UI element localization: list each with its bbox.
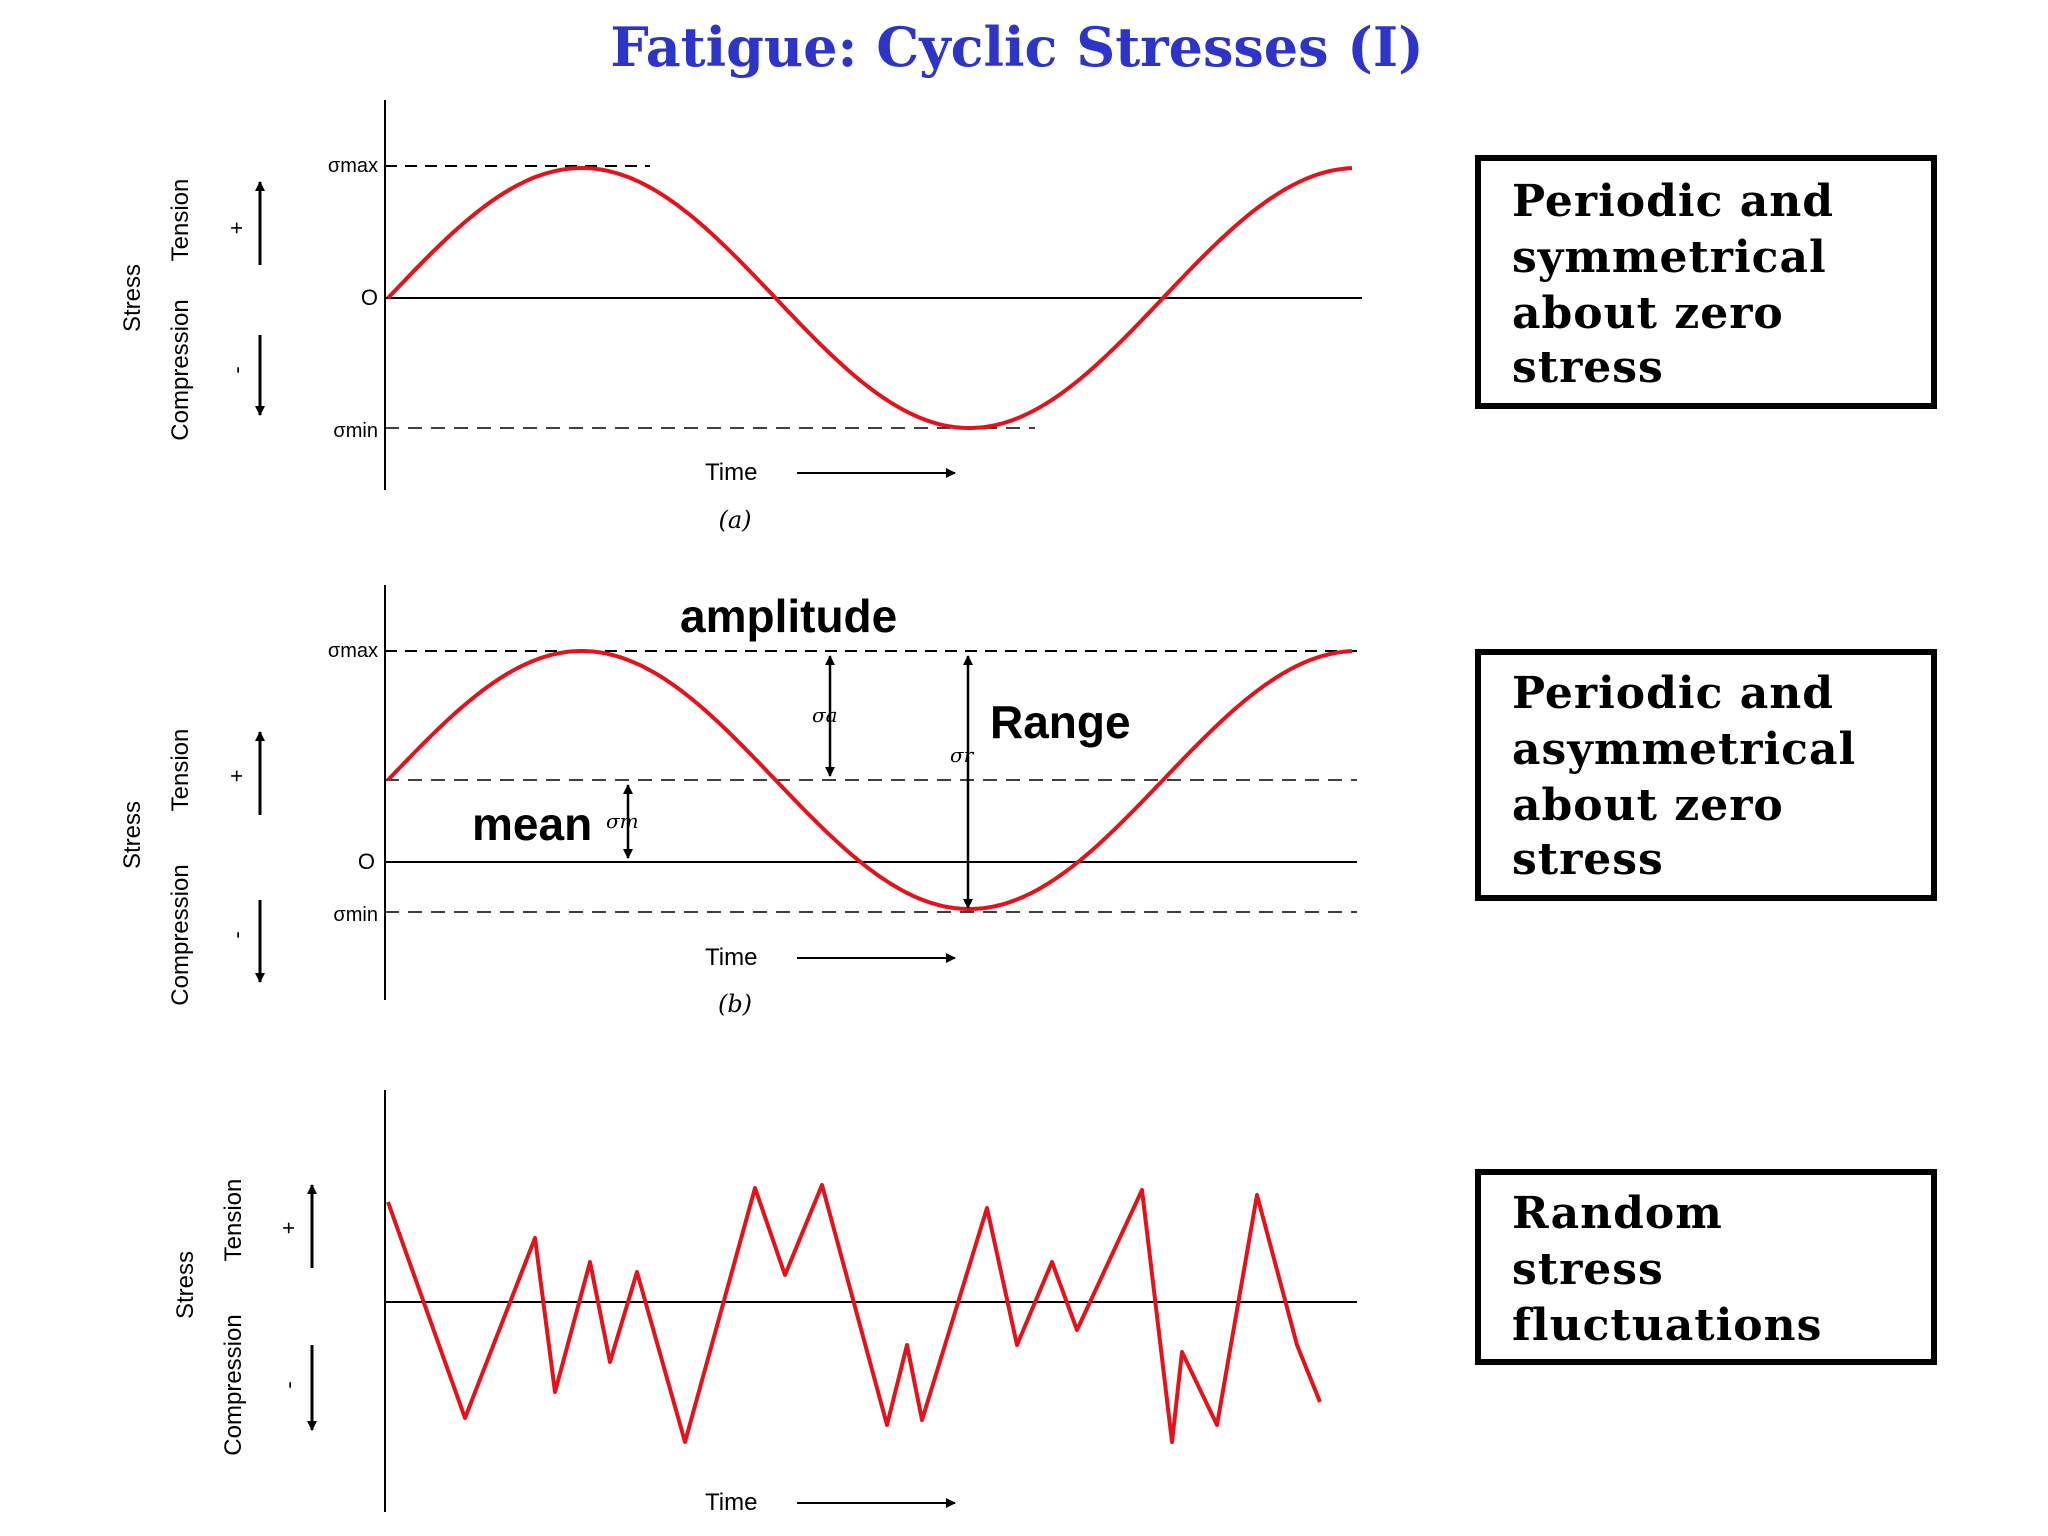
panel-a-description-line-1: Periodic and <box>1512 176 1834 227</box>
panel-b-minus-sign: - <box>224 931 249 938</box>
panel-b-description-line-1: Periodic and <box>1512 668 1834 719</box>
panel-b-sigma-r-label: σr <box>950 743 975 767</box>
panel-b-sigma-a-label: σa <box>812 703 838 727</box>
panel-c-stress-label: Stress <box>172 1251 199 1319</box>
panel-a-description-line-2: symmetrical <box>1512 232 1827 283</box>
panel-b-description-line-3: about zero <box>1512 780 1784 831</box>
panel-a-time-label: Time <box>705 459 757 486</box>
panel-a-tension-label: Tension <box>167 179 194 262</box>
panel-c-description: Random stress fluctuations <box>1512 1188 1822 1351</box>
panel-b-sigma-max-label: σmax <box>328 640 378 662</box>
panel-a-sigma-max-label: σmax <box>328 155 378 177</box>
panel-c-time-label: Time <box>705 1489 757 1516</box>
panel-a-caption: (a) <box>718 506 751 534</box>
panel-c-description-line-2: stress <box>1512 1244 1664 1295</box>
panel-a-description-line-3: about zero <box>1512 288 1784 339</box>
panel-a-stress-label: Stress <box>119 264 146 332</box>
panel-c-compression-label: Compression <box>220 1314 247 1455</box>
panel-b: σmax O σmin Stress Tension Compression +… <box>119 585 1937 1018</box>
slide-title: Fatigue: Cyclic Stresses (I) <box>610 15 1423 79</box>
panel-b-sine-curve <box>386 649 1353 911</box>
panel-b-range-label: Range <box>990 696 1131 748</box>
panel-a-sine-curve <box>386 166 1353 430</box>
panel-a-plus-sign: + <box>224 222 249 235</box>
panel-b-description-line-2: asymmetrical <box>1512 724 1856 775</box>
panel-a-minus-sign: - <box>224 366 249 373</box>
panel-a-description-box <box>1475 155 1937 409</box>
panel-b-description: Periodic and asymmetrical about zero str… <box>1512 668 1873 885</box>
panel-b-caption: (b) <box>718 990 752 1018</box>
panel-b-sigma-min-label: σmin <box>333 904 378 926</box>
panel-b-plus-sign: + <box>224 770 249 783</box>
panel-c-plus-sign: + <box>276 1222 301 1235</box>
panel-b-amplitude-label: amplitude <box>680 590 897 642</box>
panel-c-random-curve <box>386 1183 1322 1444</box>
panel-c-description-line-3: fluctuations <box>1512 1300 1822 1351</box>
panel-b-tension-label: Tension <box>167 729 194 812</box>
panel-c-description-line-1: Random <box>1512 1188 1723 1239</box>
panel-c-description-box <box>1475 1169 1937 1365</box>
panel-c-minus-sign: - <box>276 1381 301 1388</box>
panel-b-sigma-m-label: σm <box>606 809 639 833</box>
panel-c: Stress Tension Compression + - Time Rand… <box>172 1090 1937 1516</box>
panel-a-description: Periodic and symmetrical about zero stre… <box>1512 176 1850 393</box>
panel-b-time-label: Time <box>705 944 757 971</box>
panel-a-compression-label: Compression <box>167 299 194 440</box>
panel-b-description-line-4: stress <box>1512 834 1664 885</box>
panel-b-description-box <box>1475 649 1937 901</box>
panel-b-compression-label: Compression <box>167 864 194 1005</box>
panel-b-mean-label: mean <box>472 798 592 850</box>
panel-a-description-line-4: stress <box>1512 342 1664 393</box>
panel-b-zero-label: O <box>358 849 375 874</box>
panel-b-stress-label: Stress <box>119 801 146 869</box>
panel-a-sigma-min-label: σmin <box>333 420 378 442</box>
panel-a-zero-label: O <box>361 285 378 310</box>
panel-a: σmax O σmin Stress Tension Compression +… <box>119 100 1937 534</box>
panel-c-tension-label: Tension <box>220 1179 247 1262</box>
